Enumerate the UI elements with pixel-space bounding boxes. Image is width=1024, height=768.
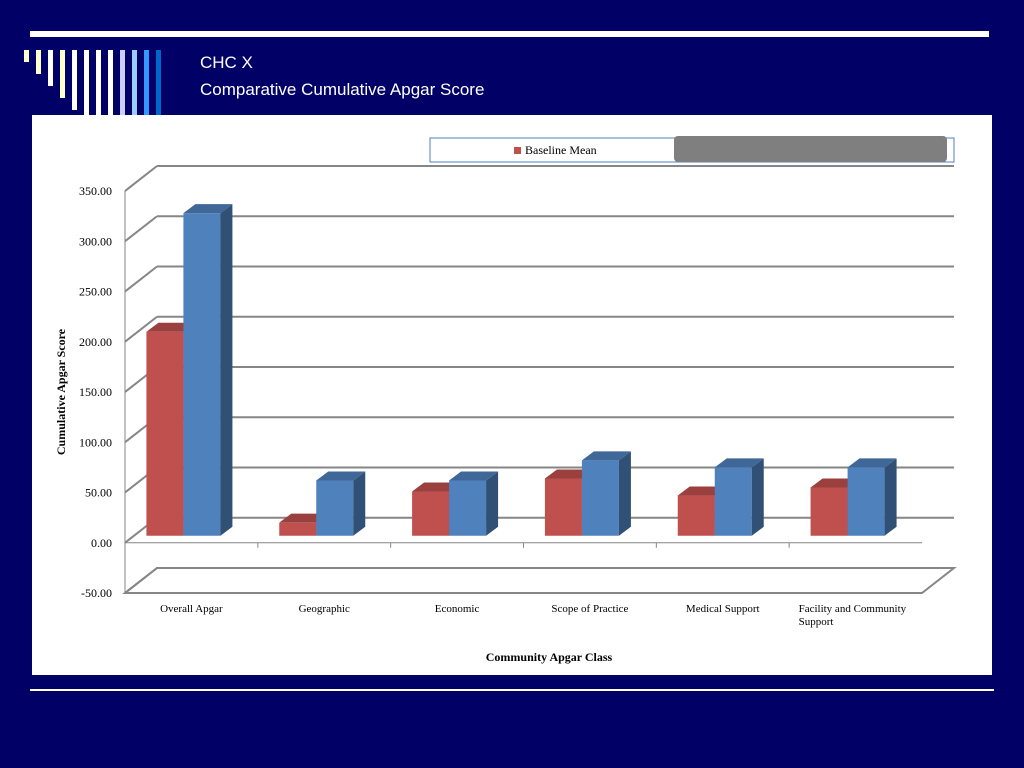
bar-top — [677, 486, 727, 496]
legend-redaction — [674, 136, 947, 162]
bar-front — [544, 478, 582, 536]
bar-front — [677, 495, 715, 536]
y-tick-label: 50.00 — [85, 486, 112, 500]
bar-top — [449, 471, 499, 481]
bar-top — [847, 458, 897, 468]
bar-front — [581, 460, 619, 536]
bar-front — [714, 467, 752, 536]
slide-title-line2: Comparative Cumulative Apgar Score — [200, 80, 485, 99]
bar-front — [412, 491, 450, 536]
y-tick-label: 350.00 — [79, 184, 112, 198]
slide-title-line1: CHC X — [200, 53, 253, 72]
x-tick-label: Scope of Practice — [551, 603, 628, 615]
y-tick-label: 100.00 — [79, 435, 112, 449]
decorative-stripes — [24, 50, 174, 116]
bar-top — [714, 458, 764, 468]
bar-side — [353, 471, 366, 536]
bar-top — [810, 478, 860, 488]
x-tick-label: Economic — [435, 603, 480, 615]
legend-label-baseline: Baseline Mean — [525, 143, 597, 157]
bar-top — [412, 482, 462, 492]
bottom-rule — [30, 689, 994, 691]
bar-top — [581, 451, 631, 461]
bar-chart: 350.00 300.00 250.00 200.00 150.00 100.00 50.0… — [54, 136, 957, 664]
bar-front — [316, 480, 354, 536]
y-axis-title: Cumulative Apgar Score — [54, 328, 68, 455]
x-tick-label: Facility and Community Support — [799, 603, 907, 628]
bar-top — [279, 513, 329, 523]
top-rule — [30, 31, 989, 37]
bar-top — [316, 471, 366, 481]
bar-top — [146, 322, 196, 332]
x-tick-label: Medical Support — [686, 603, 760, 615]
slide-title: CHC X Comparative Cumulative Apgar Score — [200, 49, 484, 103]
y-tick-label: 200.00 — [79, 335, 112, 349]
bar-side — [486, 471, 499, 536]
gridline-side — [124, 315, 158, 343]
bar-side — [751, 458, 764, 536]
bar-front — [810, 487, 848, 536]
y-tick-label: 150.00 — [79, 385, 112, 399]
y-tick-label: 250.00 — [79, 285, 112, 299]
bar-top — [183, 204, 233, 214]
chart-panel: 350.00 300.00 250.00 200.00 150.00 100.00 50.0… — [32, 115, 992, 675]
bar-front — [146, 331, 184, 536]
bar-front — [279, 522, 317, 536]
x-tick-label: Geographic — [299, 603, 350, 615]
legend-swatch-baseline — [514, 147, 521, 154]
bar-side — [618, 451, 631, 536]
bar-top — [544, 469, 594, 479]
x-axis-title: Community Apgar Class — [486, 650, 613, 664]
gridline-side — [124, 215, 158, 243]
bar-front — [847, 467, 885, 536]
y-tick-label: 0.00 — [91, 536, 112, 550]
bar-side — [884, 458, 897, 536]
bar-front — [183, 213, 221, 536]
chart-floor — [122, 567, 957, 594]
y-tick-label: -50.00 — [81, 586, 112, 600]
gridline-side — [124, 265, 158, 293]
bar-side — [220, 204, 233, 536]
gridline-side — [124, 165, 158, 192]
bar-front — [449, 480, 487, 536]
x-tick-label: Overall Apgar — [160, 603, 223, 615]
y-tick-label: 300.00 — [79, 234, 112, 248]
